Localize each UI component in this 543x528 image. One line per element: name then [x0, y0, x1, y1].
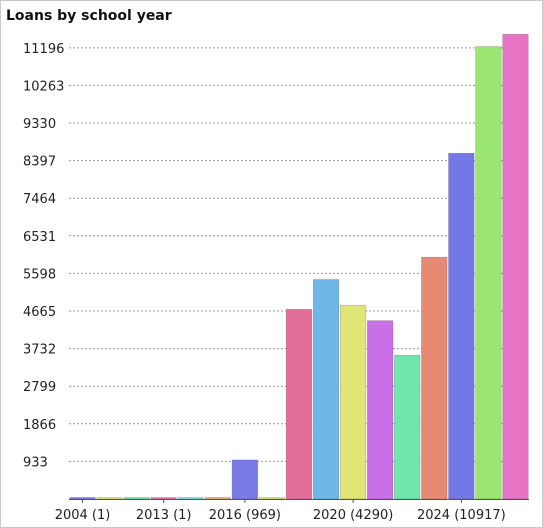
- y-tick-label: 4665: [23, 305, 56, 320]
- bar-2021[interactable]: [367, 320, 394, 500]
- bar-2026[interactable]: [502, 33, 529, 500]
- x-tick-label: 2013 (1): [136, 508, 192, 523]
- y-tick-label: 7464: [23, 192, 56, 207]
- bar-2025[interactable]: [475, 46, 502, 500]
- bar-2015[interactable]: [204, 497, 231, 500]
- bar-2016[interactable]: [231, 459, 258, 500]
- y-tick-label: 2799: [23, 380, 56, 395]
- y-tick-label: 9330: [23, 117, 56, 132]
- bar-2019[interactable]: [312, 279, 340, 500]
- y-tick-label: 6531: [23, 230, 56, 245]
- bar-2020[interactable]: [340, 304, 367, 500]
- y-tick-label: 11196: [23, 42, 64, 57]
- y-tick-label: 10263: [23, 79, 64, 94]
- bar-2007[interactable]: [123, 497, 150, 500]
- bar-2017[interactable]: [258, 497, 286, 500]
- bar-2005[interactable]: [96, 497, 123, 500]
- bar-2014[interactable]: [177, 497, 204, 500]
- y-tick-label: 5598: [23, 267, 56, 282]
- x-tick-label: 2024 (10917): [417, 508, 506, 523]
- x-tick-label: 2016 (969): [209, 508, 281, 523]
- y-tick-label: 3732: [23, 343, 56, 358]
- bar-2018[interactable]: [285, 309, 313, 500]
- bar-2023[interactable]: [421, 256, 448, 500]
- x-tick-label: 2020 (4290): [313, 508, 393, 523]
- bar-2024[interactable]: [448, 152, 475, 500]
- y-tick-label: 933: [23, 455, 48, 470]
- bar-2022[interactable]: [394, 354, 421, 500]
- bar-2004[interactable]: [69, 497, 96, 500]
- bar-2013[interactable]: [150, 497, 177, 500]
- chart-title: Loans by school year: [6, 8, 172, 24]
- y-tick-label: 8397: [23, 155, 56, 170]
- x-tick-label: 2004 (1): [55, 508, 111, 523]
- y-tick-label: 1866: [23, 418, 56, 433]
